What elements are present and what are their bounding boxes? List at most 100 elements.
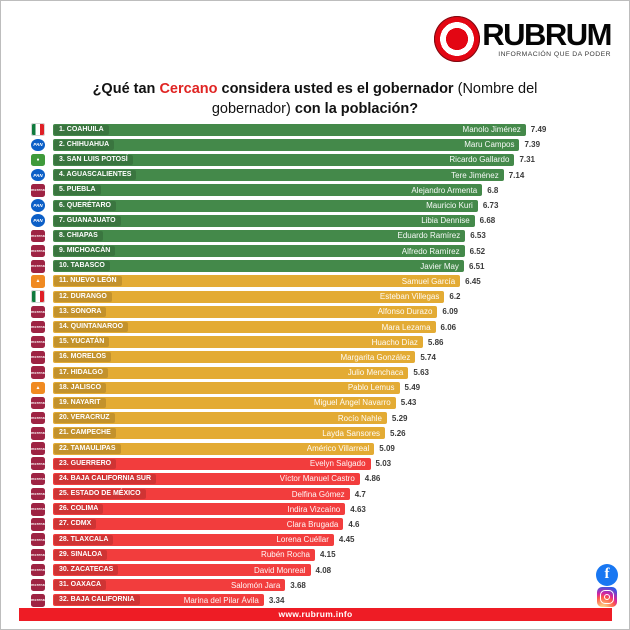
- state-label: 13. SONORA: [54, 306, 107, 317]
- morena-party-logo: [31, 442, 45, 455]
- score-value: 5.43: [400, 398, 417, 408]
- score-bar: 13. SONORA Alfonso Durazo: [53, 305, 438, 318]
- governor-name: Libia Dennise: [421, 216, 470, 226]
- pri-party-logo: [31, 290, 45, 303]
- morena-party-logo: [31, 320, 45, 334]
- state-label: 6. QUERÉTARO: [54, 200, 116, 211]
- score-value: 5.26: [390, 428, 406, 438]
- score-bar: 26. COLIMA Indira Vizcaíno: [53, 503, 346, 516]
- morena-party-logo: [31, 548, 45, 562]
- ranking-row: 13. SONORA Alfonso Durazo 6.09: [31, 304, 558, 319]
- state-label: 16. MORELOS: [54, 352, 112, 363]
- state-label: 5. PUEBLA: [54, 185, 101, 196]
- score-value: 6.51: [468, 261, 485, 271]
- state-label: 29. SINALOA: [54, 549, 108, 560]
- bar-track: 14. QUINTANAROO Mara Lezama 6.06: [53, 321, 558, 334]
- ranking-row: 18. JALISCO Pablo Lemus 5.49: [31, 380, 558, 395]
- state-label: 31. OAXACA: [54, 580, 107, 591]
- rubrum-logo: RUBRUM INFORMACIÓN QUE DA PODER: [434, 16, 612, 62]
- morena-party-logo: [31, 411, 45, 425]
- bar-track: 26. COLIMA Indira Vizcaíno 4.63: [53, 503, 558, 516]
- bar-track: 32. BAJA CALIFORNIA Marina del Pilar Ávi…: [53, 594, 558, 607]
- footer-url[interactable]: www.rubrum.info: [278, 609, 353, 619]
- ranking-row: 6. QUERÉTARO Mauricio Kuri 6.73: [31, 198, 558, 213]
- morena-party-logo: [31, 229, 45, 243]
- ranking-row: 16. MORELOS Margarita González 5.74: [31, 350, 558, 365]
- state-label: 17. HIDALGO: [54, 367, 108, 378]
- facebook-icon[interactable]: f: [596, 564, 618, 586]
- ranking-row: 4. AGUASCALIENTES Tere Jiménez 7.14: [31, 168, 558, 183]
- morena-party-logo: [31, 594, 45, 607]
- state-label: 32. BAJA CALIFORNIA: [54, 595, 140, 606]
- social-links: f: [596, 564, 618, 607]
- score-value: 7.49: [530, 125, 547, 135]
- governor-name: Víctor Manuel Castro: [279, 474, 355, 484]
- ranking-row: 1. COAHUILA Manolo Jiménez 7.49: [31, 122, 558, 137]
- rubrum-logo-text: RUBRUM INFORMACIÓN QUE DA PODER: [482, 19, 612, 58]
- bar-track: 20. VERACRUZ Rocío Nahle 5.29: [53, 412, 558, 425]
- ranking-row: 11. NUEVO LEÓN Samuel García 6.45: [31, 274, 558, 289]
- governor-name: Ricardo Gallardo: [449, 155, 510, 165]
- governor-name: Mauricio Kuri: [426, 201, 473, 211]
- morena-party-logo: [31, 457, 45, 470]
- ranking-row: 23. GUERRERO Evelyn Salgado 5.03: [31, 456, 558, 471]
- score-value: 4.15: [319, 550, 336, 560]
- state-label: 23. GUERRERO: [54, 458, 117, 469]
- instagram-icon[interactable]: [597, 587, 617, 607]
- governor-name: Rubén Rocha: [261, 550, 310, 560]
- governor-name: Javier May: [420, 261, 459, 271]
- score-bar: 15. YUCATÁN Huacho Díaz: [53, 336, 423, 349]
- state-label: 1. COAHUILA: [54, 124, 109, 135]
- governor-name: Esteban Villegas: [379, 292, 440, 302]
- score-bar: 2. CHIHUAHUA Maru Campos: [53, 138, 520, 151]
- ranking-row: 22. TAMAULIPAS Américo Villarreal 5.09: [31, 441, 558, 456]
- state-label: 26. COLIMA: [54, 504, 104, 515]
- ranking-row: 14. QUINTANAROO Mara Lezama 6.06: [31, 319, 558, 334]
- bar-track: 4. AGUASCALIENTES Tere Jiménez 7.14: [53, 169, 558, 182]
- governor-name: Clara Brugada: [286, 519, 339, 529]
- score-bar: 29. SINALOA Rubén Rocha: [53, 548, 315, 561]
- morena-party-logo: [31, 244, 45, 258]
- score-value: 5.74: [420, 352, 436, 362]
- score-value: 5.03: [375, 459, 392, 469]
- governor-name: Américo Villarreal: [306, 444, 370, 454]
- score-bar: 12. DURANGO Esteban Villegas: [53, 290, 445, 303]
- score-bar: 9. MICHOACÁN Alfredo Ramírez: [53, 245, 465, 258]
- ranking-row: 8. CHIAPAS Eduardo Ramírez 6.53: [31, 228, 558, 243]
- bar-track: 11. NUEVO LEÓN Samuel García 6.45: [53, 275, 558, 288]
- ranking-row: 3. SAN LUIS POTOSÍ Ricardo Gallardo 7.31: [31, 152, 558, 167]
- governor-name: Pablo Lemus: [347, 383, 395, 393]
- score-bar: 22. TAMAULIPAS Américo Villarreal: [53, 442, 375, 455]
- morena-party-logo: [31, 487, 45, 501]
- pan-party-logo: [31, 138, 45, 152]
- state-label: 7. GUANAJUATO: [54, 215, 121, 226]
- score-value: 6.45: [465, 276, 481, 286]
- score-value: 7.14: [508, 170, 525, 180]
- brand-tagline: INFORMACIÓN QUE DA PODER: [498, 50, 611, 58]
- governor-name: Tere Jiménez: [451, 170, 499, 180]
- morena-party-logo: [31, 427, 45, 440]
- bar-track: 21. CAMPECHE Layda Sansores 5.26: [53, 427, 558, 440]
- score-bar: 11. NUEVO LEÓN Samuel García: [53, 275, 461, 288]
- state-label: 11. NUEVO LEÓN: [54, 276, 122, 287]
- score-bar: 17. HIDALGO Julio Menchaca: [53, 366, 409, 379]
- governor-name: Rocío Nahle: [337, 413, 382, 423]
- score-bar: 16. MORELOS Margarita González: [53, 351, 416, 364]
- score-value: 5.09: [379, 444, 395, 454]
- score-bar: 24. BAJA CALIFORNIA SUR Víctor Manuel Ca…: [53, 472, 360, 485]
- morena-party-logo: [31, 335, 45, 349]
- governor-name: Miguel Ángel Navarro: [313, 398, 391, 408]
- title-q3: con la población?: [294, 101, 419, 118]
- state-label: 18. JALISCO: [54, 382, 107, 393]
- score-bar: 14. QUINTANAROO Mara Lezama: [53, 321, 436, 334]
- bar-track: 30. ZACATECAS David Monreal 4.08: [53, 564, 558, 577]
- score-bar: 27. CDMX Clara Brugada: [53, 518, 344, 531]
- bar-track: 9. MICHOACÁN Alfredo Ramírez 6.52: [53, 245, 558, 258]
- ranking-row: 31. OAXACA Salomón Jara 3.68: [31, 578, 558, 593]
- bar-track: 25. ESTADO DE MÉXICO Delfina Gómez 4.7: [53, 488, 558, 501]
- score-bar: 30. ZACATECAS David Monreal: [53, 564, 311, 577]
- bar-track: 6. QUERÉTARO Mauricio Kuri 6.73: [53, 199, 558, 212]
- morena-party-logo: [31, 260, 45, 273]
- state-label: 8. CHIAPAS: [54, 230, 103, 241]
